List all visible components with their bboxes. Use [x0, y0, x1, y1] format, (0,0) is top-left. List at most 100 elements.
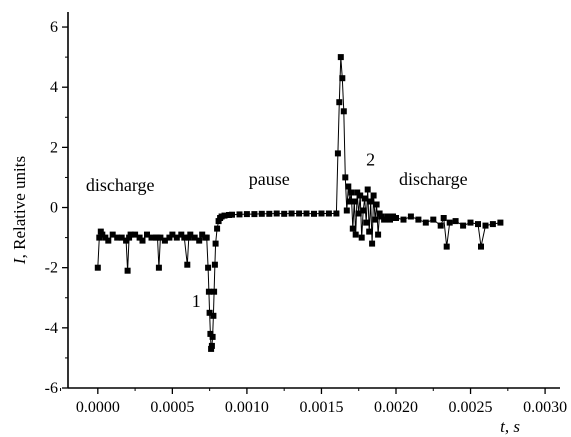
data-point — [489, 221, 496, 228]
data-point — [229, 211, 235, 218]
data-point — [148, 234, 155, 241]
data-point — [440, 215, 447, 221]
data-point — [169, 231, 176, 238]
axes: 0.0000 0.0005 0.0010 0.0015 0.0020 0.0025 0.00… — [45, 12, 567, 416]
x-tick-label: 0.0020 — [374, 399, 418, 416]
data-point — [258, 210, 265, 217]
data-point — [372, 216, 379, 223]
data-point — [203, 234, 210, 241]
annotation-label: pause — [249, 169, 290, 189]
x-axis-title: t, s — [500, 417, 520, 436]
data-point — [381, 216, 388, 223]
annotation-label: discharge — [399, 169, 468, 189]
data-point — [205, 288, 212, 295]
data-point — [196, 237, 203, 244]
y-axis-title: I, Relative units — [10, 156, 29, 265]
data-point — [191, 234, 198, 241]
data-point — [210, 312, 217, 319]
data-point — [443, 243, 450, 250]
data-point — [333, 210, 340, 217]
data-point — [281, 210, 288, 217]
data-point — [452, 218, 459, 225]
series-line — [97, 57, 501, 350]
data-point — [205, 264, 212, 271]
data-point — [221, 212, 228, 219]
data-point — [393, 215, 399, 221]
data-point — [352, 231, 359, 238]
x-tick-label: 0.0000 — [76, 399, 120, 416]
data-point — [124, 267, 131, 274]
y-tick-label: -2 — [45, 260, 58, 277]
x-tick-label: 0.0015 — [299, 399, 343, 416]
data-point — [378, 213, 385, 220]
data-point — [139, 237, 146, 244]
data-point — [206, 309, 213, 316]
data-point — [478, 243, 484, 250]
data-point — [114, 234, 121, 241]
data-point — [467, 219, 474, 226]
data-point — [187, 231, 194, 238]
y-tick-label: 4 — [50, 79, 58, 96]
y-axis-unit: Relative units — [10, 156, 29, 250]
data-point — [209, 333, 216, 340]
data-point — [118, 234, 125, 241]
data-point — [360, 207, 367, 214]
data-point — [184, 261, 191, 268]
annotations: discharge pause discharge 1 2 — [86, 149, 468, 310]
annotation-label: 1 — [192, 291, 201, 311]
data-point — [422, 219, 429, 226]
x-tick-label: 0.0025 — [449, 399, 493, 416]
data-point — [387, 216, 393, 223]
data-point — [364, 186, 371, 193]
data-point — [340, 108, 347, 115]
y-tick-label: 6 — [50, 19, 58, 36]
data-point — [497, 219, 504, 226]
x-axis-unit: s — [513, 417, 520, 436]
data-point — [243, 211, 250, 218]
data-point — [273, 210, 280, 217]
data-point — [363, 219, 370, 226]
data-point — [127, 231, 134, 238]
data-point — [339, 75, 346, 82]
data-point — [337, 54, 344, 61]
y-axis-ticks: -6 -4 -2 0 2 4 6 — [45, 19, 68, 397]
data-point — [173, 234, 180, 241]
data-point — [334, 150, 341, 157]
data-point — [155, 264, 162, 271]
data-point — [211, 288, 218, 295]
x-tick-label: 0.0010 — [225, 399, 269, 416]
data-point — [349, 225, 356, 232]
data-point — [357, 192, 364, 199]
data-point — [400, 216, 407, 223]
x-tick-label: 0.0030 — [523, 399, 567, 416]
data-point — [211, 261, 218, 268]
data-point — [251, 211, 258, 218]
annotation-label: 2 — [366, 149, 375, 169]
data-point — [366, 228, 373, 235]
data-point — [161, 237, 168, 244]
y-axis-variable: I — [10, 257, 29, 265]
data-point — [437, 222, 444, 229]
data-point — [311, 210, 317, 217]
data-point — [355, 210, 362, 217]
x-tick-label: 0.0005 — [150, 399, 194, 416]
data-point — [351, 198, 358, 205]
data-point — [215, 218, 222, 225]
data-point — [343, 207, 350, 214]
data-point — [345, 183, 352, 190]
data-point — [214, 225, 221, 232]
data-point — [157, 234, 164, 241]
data-point — [384, 213, 391, 220]
data-point — [346, 198, 353, 205]
data-point — [296, 210, 303, 217]
data-point — [370, 192, 377, 199]
data-point — [373, 201, 380, 208]
annotation-label: discharge — [86, 175, 155, 195]
data-point — [109, 231, 116, 238]
data-series — [94, 54, 504, 352]
data-point — [415, 216, 422, 223]
x-axis-ticks: 0.0000 0.0005 0.0010 0.0015 0.0020 0.0025 0.00… — [60, 388, 567, 416]
data-point — [318, 210, 325, 217]
data-point — [208, 342, 215, 349]
